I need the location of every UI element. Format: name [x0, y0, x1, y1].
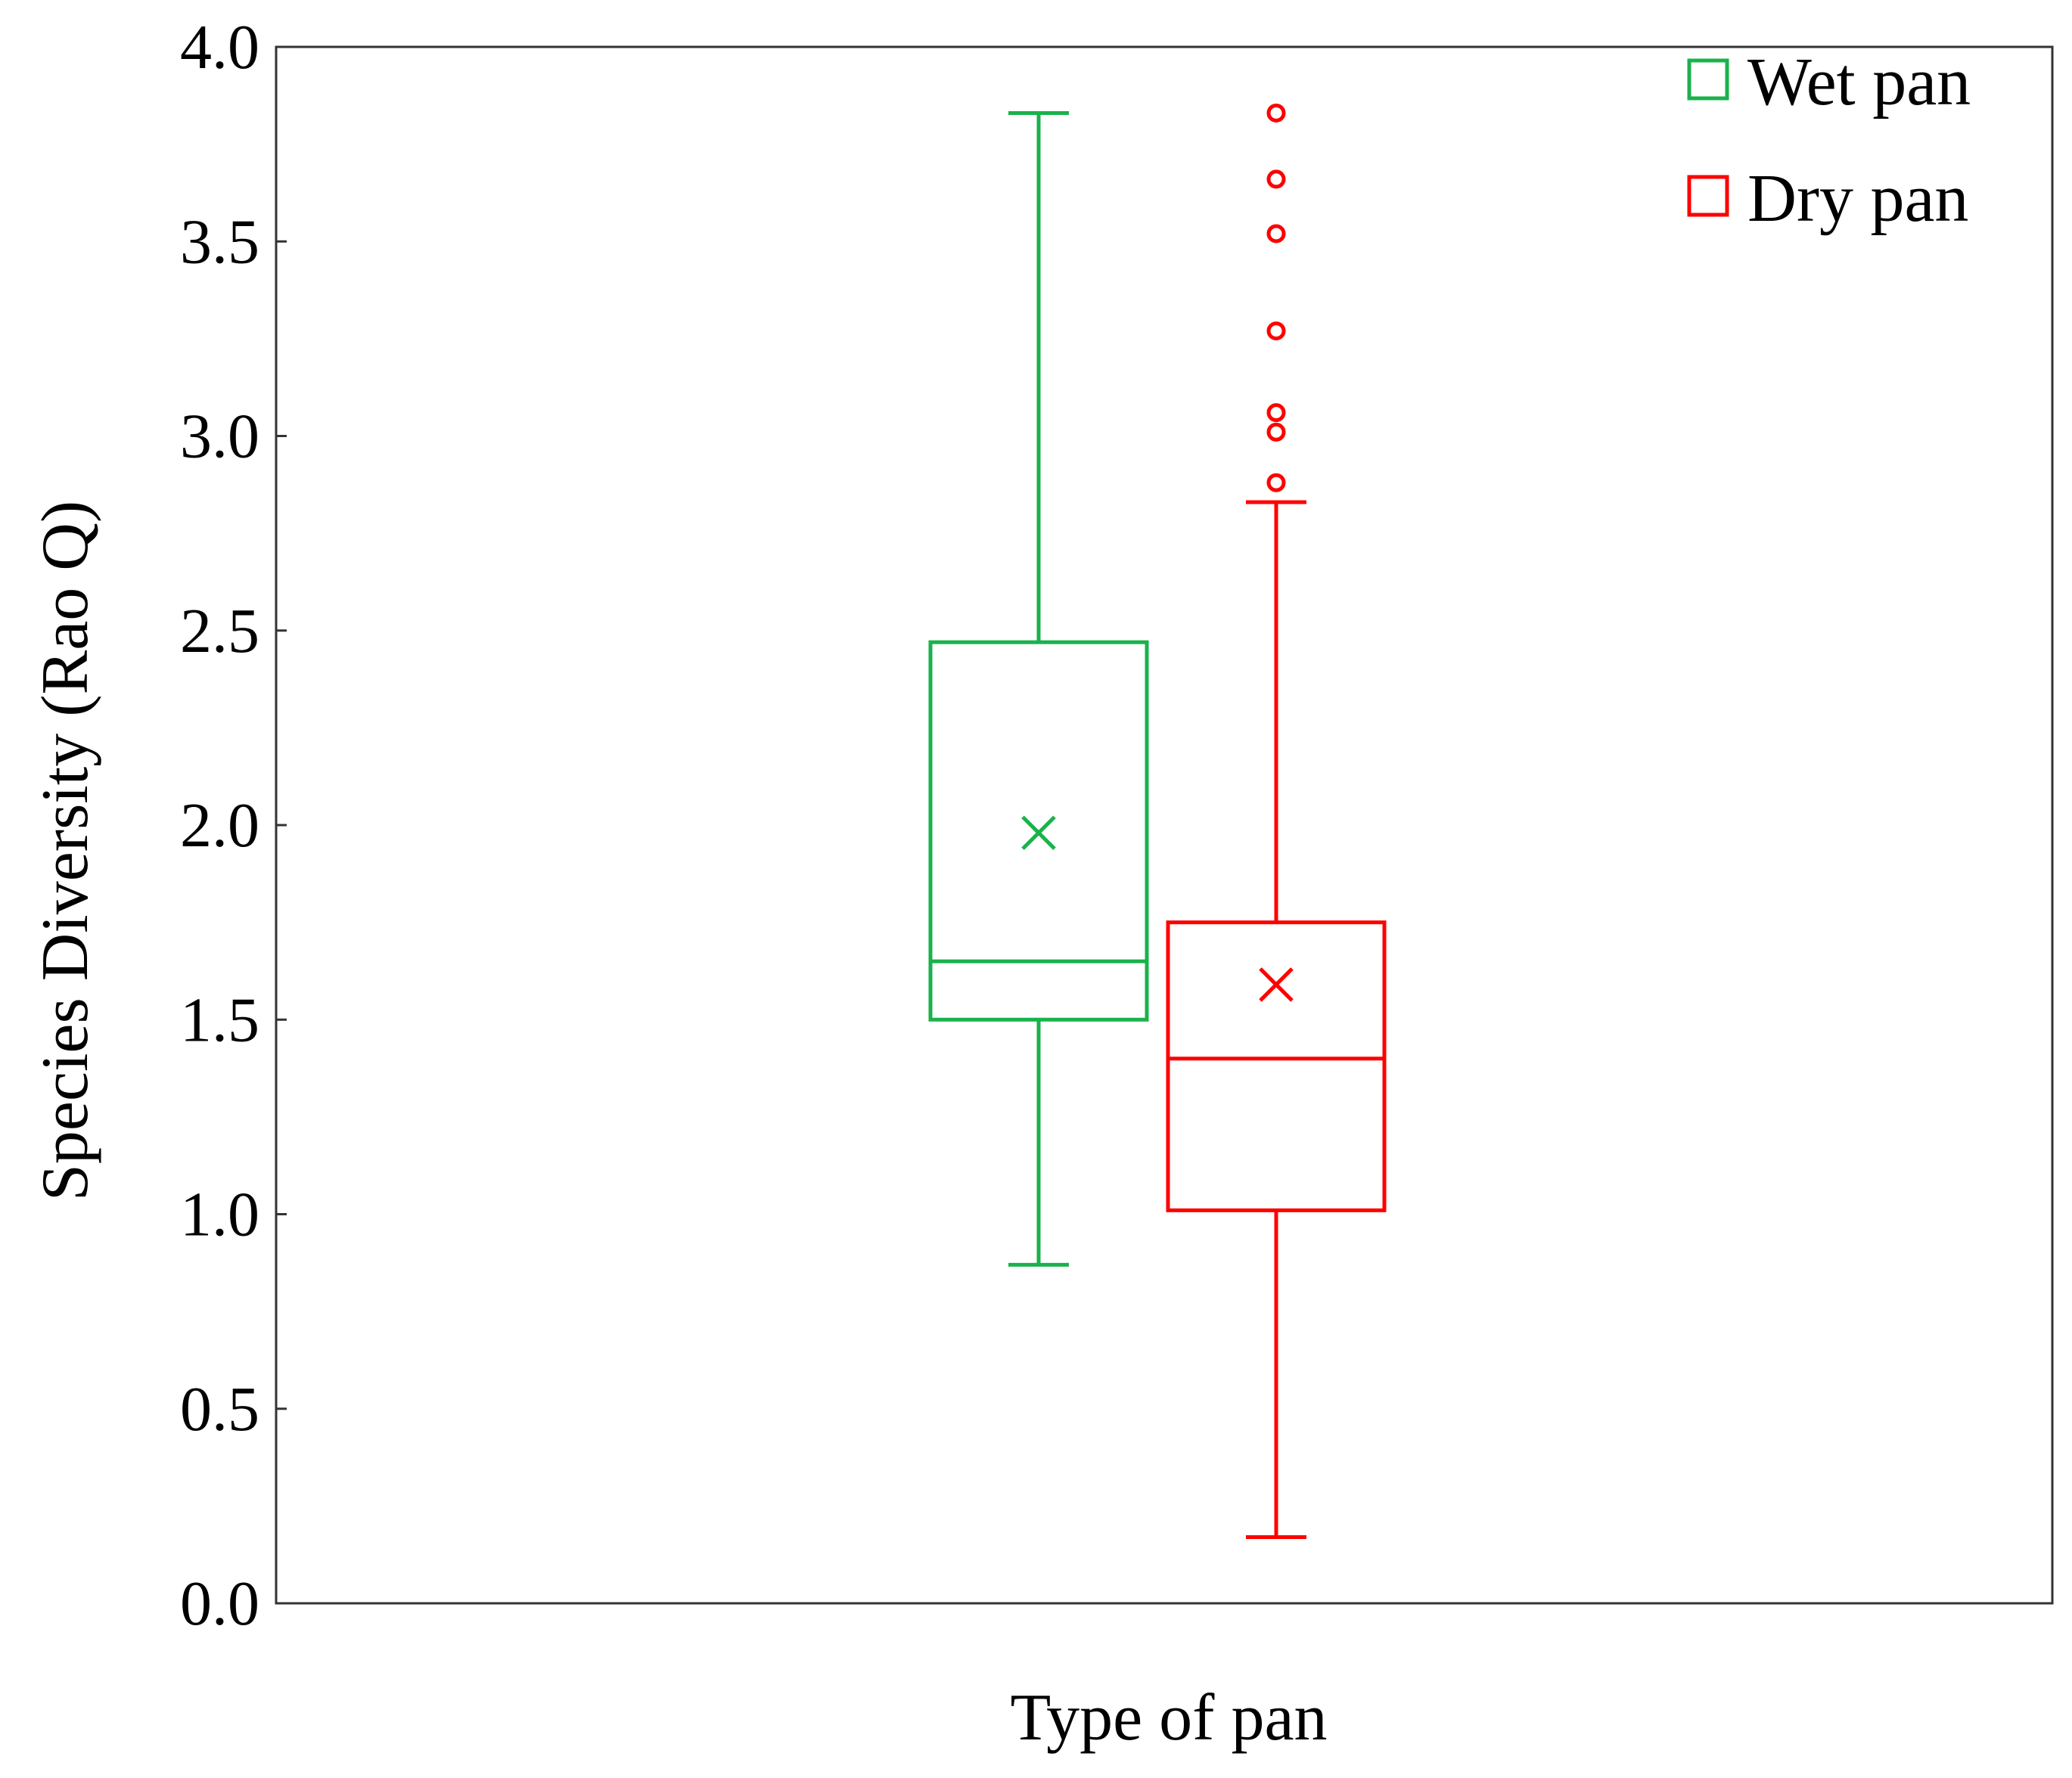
y-axis: 0.0 0.5 1.0 1.5 2.0 2.5 3.0 3.5 4.0 — [180, 12, 287, 1639]
mean-marker — [1021, 815, 1056, 851]
box-series-wet-pan — [928, 110, 1149, 1267]
box-series-dry-pan — [1166, 103, 1387, 1540]
legend-swatch — [1687, 58, 1729, 101]
outlier-point — [1266, 103, 1286, 123]
interquartile-box — [928, 640, 1149, 1022]
legend-swatch — [1687, 175, 1729, 217]
y-tick-label: 1.0 — [180, 1180, 259, 1250]
legend-item-dry-pan: Dry pan — [1687, 161, 1968, 236]
legend-label: Wet pan — [1747, 45, 1971, 119]
mean-marker-stroke — [1021, 815, 1056, 851]
y-tick-label: 0.5 — [180, 1374, 259, 1444]
y-tick-label: 4.0 — [180, 12, 259, 82]
y-tick-label: 1.5 — [180, 985, 259, 1055]
outlier-point — [1266, 403, 1286, 423]
outlier-point — [1266, 422, 1286, 442]
outlier-point — [1266, 169, 1286, 189]
y-tick-label: 2.0 — [180, 790, 259, 861]
y-axis-title: Species Diversity (Rao Q) — [29, 501, 102, 1201]
box-series-group — [928, 103, 1387, 1540]
legend-item-wet-pan: Wet pan — [1687, 45, 1971, 119]
mean-marker — [1259, 967, 1294, 1002]
outlier-point — [1266, 473, 1286, 492]
interquartile-box — [1166, 920, 1387, 1212]
outlier-point — [1266, 321, 1286, 341]
legend: Wet pan Dry pan — [1687, 45, 1971, 236]
legend-label: Dry pan — [1747, 161, 1968, 236]
y-tick-label: 3.0 — [180, 402, 259, 472]
y-tick-label: 0.0 — [180, 1569, 259, 1639]
y-tick-label: 3.5 — [180, 206, 259, 277]
x-axis-title: Type of pan — [1010, 1681, 1327, 1755]
mean-marker-stroke — [1259, 967, 1294, 1002]
outlier-point — [1266, 224, 1286, 244]
y-tick-label: 2.5 — [180, 596, 259, 666]
